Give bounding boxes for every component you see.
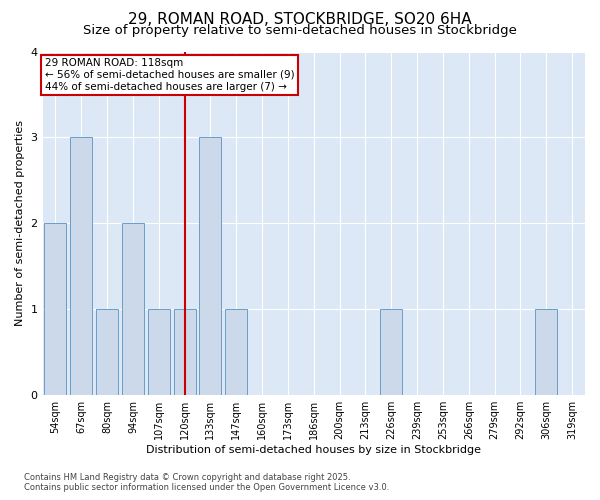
Bar <box>380 310 402 395</box>
Text: Size of property relative to semi-detached houses in Stockbridge: Size of property relative to semi-detach… <box>83 24 517 37</box>
Bar <box>96 310 118 395</box>
Bar <box>44 224 67 395</box>
Bar <box>225 310 247 395</box>
Bar <box>122 224 144 395</box>
Y-axis label: Number of semi-detached properties: Number of semi-detached properties <box>15 120 25 326</box>
Bar <box>70 138 92 395</box>
Text: 29, ROMAN ROAD, STOCKBRIDGE, SO20 6HA: 29, ROMAN ROAD, STOCKBRIDGE, SO20 6HA <box>128 12 472 28</box>
Text: Contains HM Land Registry data © Crown copyright and database right 2025.
Contai: Contains HM Land Registry data © Crown c… <box>24 473 389 492</box>
X-axis label: Distribution of semi-detached houses by size in Stockbridge: Distribution of semi-detached houses by … <box>146 445 481 455</box>
Bar <box>148 310 170 395</box>
Bar <box>199 138 221 395</box>
Bar <box>173 310 196 395</box>
Text: 29 ROMAN ROAD: 118sqm
← 56% of semi-detached houses are smaller (9)
44% of semi-: 29 ROMAN ROAD: 118sqm ← 56% of semi-deta… <box>45 58 295 92</box>
Bar <box>535 310 557 395</box>
